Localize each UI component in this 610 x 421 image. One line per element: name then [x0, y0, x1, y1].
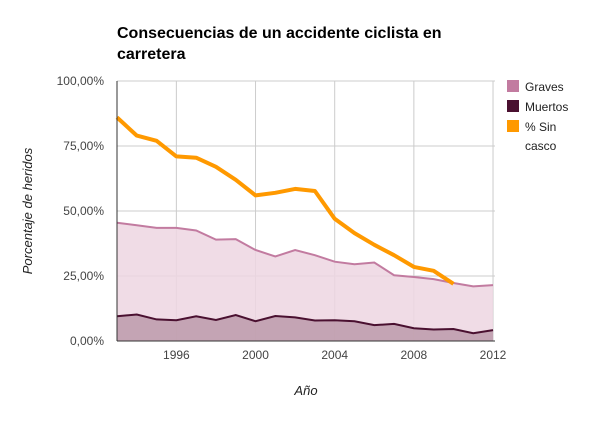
tick-labels: 0,00% 25,00% 50,00% 75,00% 100,00% 1996 2000 20…	[57, 74, 507, 362]
legend-swatch-muertos	[507, 100, 519, 112]
line-graves	[116, 221, 494, 288]
area-graves	[117, 222, 494, 341]
line-sin-casco	[115, 115, 455, 286]
chart-title-line-1: Consecuencias de un accidente ciclista e…	[117, 25, 442, 42]
legend-label-graves: Graves	[525, 80, 564, 94]
chart-title-line-2: carretera	[117, 46, 186, 63]
legend-label-sin-casco: % Sin	[525, 120, 556, 134]
x-tick-label: 2012	[480, 348, 507, 362]
y-tick-label: 50,00%	[63, 204, 104, 218]
y-tick-label: 100,00%	[57, 74, 105, 88]
x-tick-label: 2000	[242, 348, 269, 362]
area-muertos	[117, 314, 494, 341]
x-tick-label: 2004	[321, 348, 348, 362]
x-tick-label: 2008	[401, 348, 428, 362]
legend: Graves Muertos % Sin casco	[507, 80, 568, 153]
legend-swatch-graves	[507, 80, 519, 92]
legend-swatch-sin-casco	[507, 120, 519, 132]
y-axis-label: Porcentaje de heridos	[20, 147, 35, 274]
line-muertos	[116, 313, 494, 335]
y-tick-label: 25,00%	[63, 269, 104, 283]
y-tick-label: 0,00%	[70, 334, 104, 348]
y-tick-label: 75,00%	[63, 139, 104, 153]
gridlines	[117, 80, 495, 341]
x-axis-label: Año	[293, 383, 317, 398]
axes	[116, 81, 495, 342]
x-tick-label: 1996	[163, 348, 190, 362]
series-areas	[115, 115, 494, 341]
legend-label-sin-casco: casco	[525, 139, 557, 153]
legend-label-muertos: Muertos	[525, 100, 568, 114]
